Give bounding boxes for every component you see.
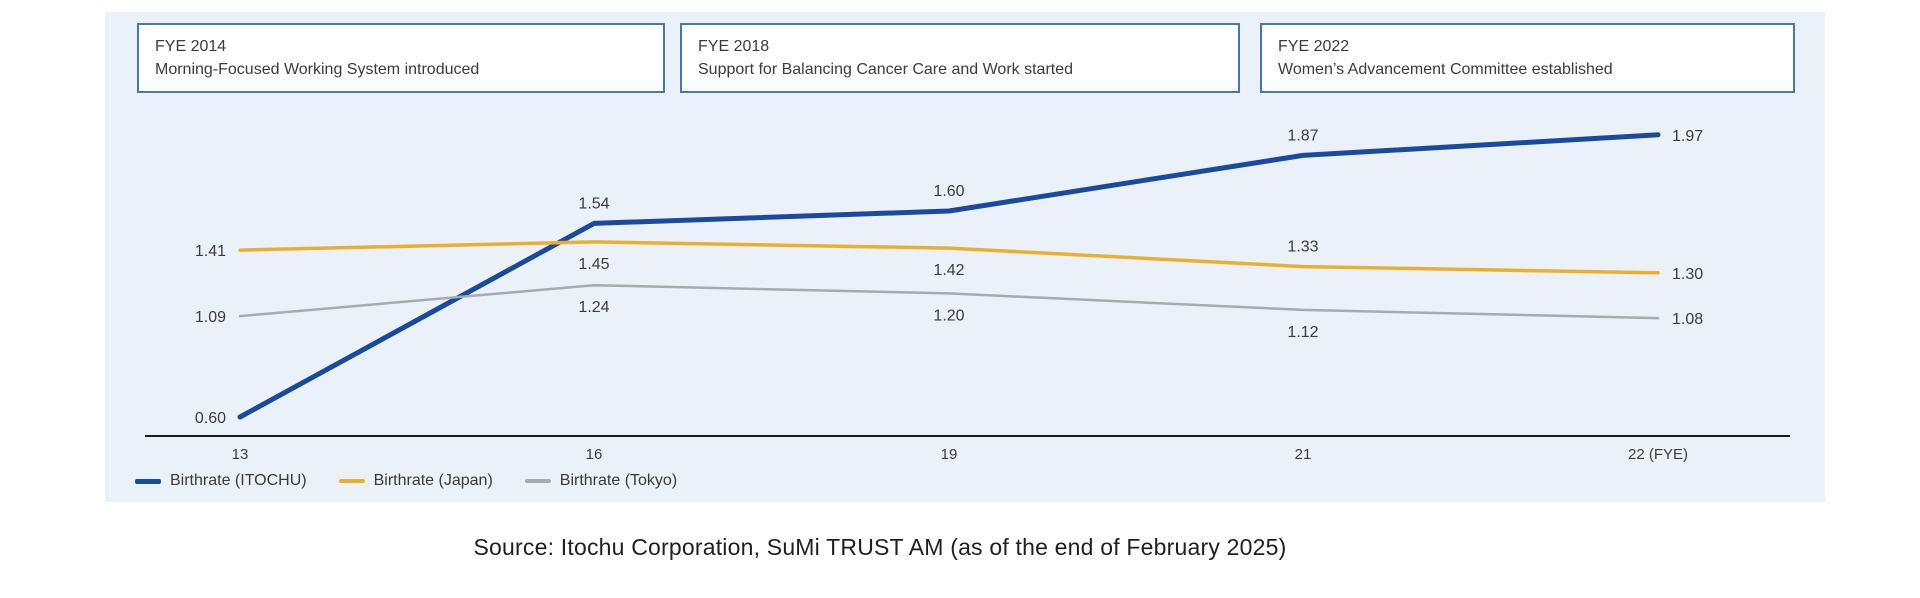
legend-dash-icon	[135, 478, 161, 484]
callout-year: FYE 2018	[698, 38, 770, 55]
callout-event: Support for Balancing Cancer Care and Wo…	[698, 61, 1074, 78]
callout-year: FYE 2014	[155, 38, 227, 55]
callout-fye-2018: FYE 2018 Support for Balancing Cancer Ca…	[680, 23, 1240, 93]
legend-label: Birthrate (Japan)	[373, 472, 493, 489]
legend-item-itochu: Birthrate (ITOCHU)	[135, 472, 307, 490]
callout-event: Morning-Focused Working System introduce…	[155, 61, 480, 78]
legend-item-japan: Birthrate (Japan)	[338, 472, 493, 490]
source-note: Source: Itochu Corporation, SuMi TRUST A…	[473, 534, 1287, 560]
legend-label: Birthrate (Tokyo)	[559, 472, 678, 489]
chart-panel: FYE 2014 Morning-Focused Working System …	[105, 12, 1825, 502]
chart-legend: Birthrate (ITOCHU) Birthrate (Japan) Bir…	[135, 472, 677, 490]
legend-item-tokyo: Birthrate (Tokyo)	[524, 472, 678, 490]
legend-dash-icon	[338, 479, 365, 483]
legend-dash-icon	[524, 479, 551, 483]
callout-event: Women’s Advancement Committee establishe…	[1278, 61, 1613, 78]
callout-fye-2022: FYE 2022 Women’s Advancement Committee e…	[1260, 23, 1795, 93]
callout-year: FYE 2022	[1278, 38, 1350, 55]
callout-fye-2014: FYE 2014 Morning-Focused Working System …	[137, 23, 665, 93]
legend-label: Birthrate (ITOCHU)	[170, 472, 307, 489]
